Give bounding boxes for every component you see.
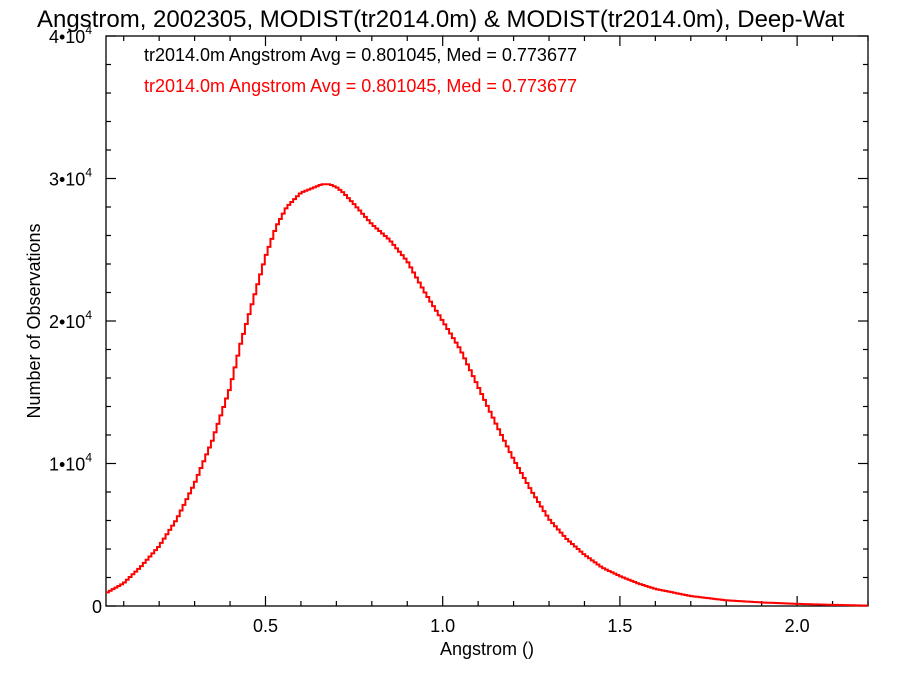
annotation-red: tr2014.0m Angstrom Avg = 0.801045, Med =… [144,76,577,96]
plot-frame [105,35,869,607]
y-axis-label: Number of Observations [24,223,44,418]
series-line [106,183,868,607]
y-tick-label: 3•104 [49,166,92,190]
x-tick-label: 1.0 [430,616,455,636]
y-tick-label: 0 [92,597,102,617]
chart-title: Angstrom, 2002305, MODIST(tr2014.0m) & M… [37,6,845,33]
x-tick-label: 2.0 [785,616,810,636]
x-tick-label: 0.5 [253,616,278,636]
series-layer [106,183,868,607]
annotation-black: tr2014.0m Angstrom Avg = 0.801045, Med =… [144,45,577,65]
y-axis-ticks: 0 1•104 2•104 3•104 4•104 [49,23,868,617]
x-tick-label: 1.5 [607,616,632,636]
y-tick-label: 1•104 [49,451,92,475]
y-tick-label: 4•104 [49,23,92,47]
y-tick-label: 2•104 [49,308,92,332]
x-axis-label: Angstrom () [440,639,534,659]
x-axis-ticks: 0.5 1.0 1.5 2.0 [123,36,869,636]
